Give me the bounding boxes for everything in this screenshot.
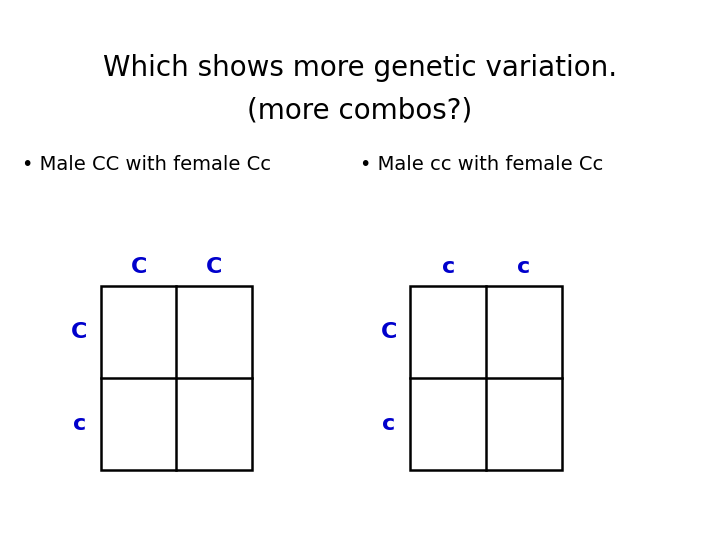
Bar xyxy=(101,286,252,470)
Text: • Male CC with female Cc: • Male CC with female Cc xyxy=(22,155,271,174)
Text: C: C xyxy=(381,322,397,342)
Text: Which shows more genetic variation.: Which shows more genetic variation. xyxy=(103,53,617,82)
Text: c: c xyxy=(441,257,455,278)
Text: C: C xyxy=(130,257,147,278)
Bar xyxy=(410,286,562,470)
Text: • Male cc with female Cc: • Male cc with female Cc xyxy=(360,155,603,174)
Text: c: c xyxy=(382,414,395,434)
Text: c: c xyxy=(73,414,86,434)
Text: (more combos?): (more combos?) xyxy=(248,97,472,125)
Text: C: C xyxy=(71,322,87,342)
Text: C: C xyxy=(206,257,222,278)
Text: c: c xyxy=(517,257,531,278)
